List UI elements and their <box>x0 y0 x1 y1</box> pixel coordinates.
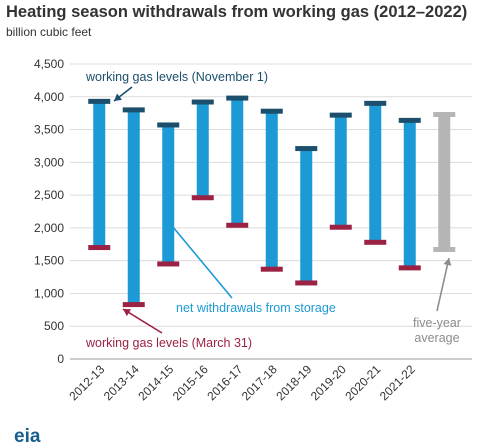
x-tick-label: 2020-21 <box>342 362 383 403</box>
march-marker <box>433 247 456 253</box>
y-tick-label: 2,000 <box>34 221 64 235</box>
annotation-withdrawals-arrow-line <box>162 214 233 299</box>
range-bar <box>196 102 209 198</box>
annotation-march-arrow-arrowhead <box>123 309 132 317</box>
range-bar <box>265 111 278 270</box>
annotation-withdrawals: net withdrawals from storage <box>176 301 336 315</box>
november-marker <box>191 99 214 105</box>
november-marker <box>329 112 352 118</box>
march-marker <box>191 195 214 201</box>
annotation-march: working gas levels (March 31) <box>85 336 252 350</box>
november-marker <box>295 146 318 152</box>
y-tick-label: 4,500 <box>34 57 64 71</box>
range-bar <box>162 124 175 264</box>
y-tick-label: 500 <box>44 319 64 333</box>
y-tick-label: 0 <box>57 352 64 366</box>
annotation-november: working gas levels (November 1) <box>85 70 268 84</box>
november-marker <box>260 108 283 114</box>
november-marker <box>122 107 145 113</box>
march-marker <box>226 222 249 228</box>
march-marker <box>398 265 421 271</box>
november-marker <box>398 117 421 123</box>
range-bar <box>127 109 140 305</box>
eia-logo: eia <box>14 426 41 447</box>
march-marker <box>295 280 318 286</box>
range-bar <box>231 98 244 226</box>
annotation-march-arrow-line <box>122 308 163 334</box>
y-tick-label: 4,000 <box>34 90 64 104</box>
range-bar <box>300 148 313 283</box>
november-marker <box>433 111 456 117</box>
range-bar <box>93 101 106 248</box>
march-marker <box>88 245 111 251</box>
x-tick-label: 2012-13 <box>66 362 107 403</box>
y-tick-label: 3,500 <box>34 123 64 137</box>
annotation-withdrawals-arrow-arrowhead <box>163 215 171 223</box>
range-bar <box>438 114 451 250</box>
march-marker <box>260 266 283 272</box>
x-tick-label: 2016-17 <box>204 362 245 403</box>
y-tick-label: 1,500 <box>34 254 64 268</box>
y-tick-label: 1,000 <box>34 286 64 300</box>
y-tick-label: 3,000 <box>34 155 64 169</box>
annotation-average-arrow-arrowhead <box>443 258 452 266</box>
march-marker <box>157 261 180 267</box>
y-tick-labels: 0 500 1,000 1,500 2,000 2,500 3,000 3,500 4,000 4… <box>34 57 64 366</box>
annotation-average: average <box>414 331 459 345</box>
x-tick-label: 2018-19 <box>273 362 314 403</box>
annotation-november-arrow-arrowhead <box>114 93 122 101</box>
november-marker <box>157 122 180 128</box>
x-tick-label: 2015-16 <box>170 362 211 403</box>
range-bar <box>334 115 347 228</box>
annotation-five-year: five-year <box>413 316 461 330</box>
x-tick-label: 2021-22 <box>377 362 418 403</box>
annotations: working gas levels (November 1) net withd… <box>85 70 461 350</box>
range-bar <box>369 103 382 243</box>
november-marker <box>226 95 249 101</box>
y-tick-label: 2,500 <box>34 188 64 202</box>
x-tick-label: 2019-20 <box>308 362 349 403</box>
march-marker <box>364 239 387 245</box>
x-tick-label: 2017-18 <box>239 362 280 403</box>
march-marker <box>329 224 352 230</box>
y-axis-label: billion cubic feet <box>6 25 92 39</box>
x-tick-label: 2013-14 <box>101 362 142 403</box>
march-marker <box>122 302 145 308</box>
november-marker <box>88 98 111 104</box>
november-marker <box>364 100 387 106</box>
x-tick-labels: 2012-132013-142014-152015-162016-172017-… <box>66 362 418 403</box>
range-bars <box>88 95 456 308</box>
chart-title: Heating season withdrawals from working … <box>6 3 468 21</box>
annotation-average-arrow-line <box>436 257 450 312</box>
x-tick-label: 2014-15 <box>135 362 176 403</box>
range-bar <box>403 120 416 268</box>
